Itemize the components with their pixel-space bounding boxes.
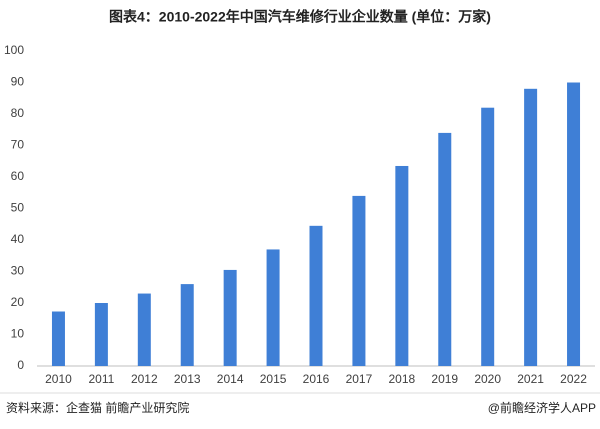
y-tick-label: 100 [4, 43, 24, 57]
bar [309, 225, 323, 366]
y-tick-label: 10 [11, 327, 25, 341]
bar [137, 293, 151, 366]
y-tick-label: 40 [11, 232, 25, 246]
bar [438, 132, 452, 366]
x-tick-label: 2012 [131, 372, 158, 386]
x-tick-label: 2018 [388, 372, 415, 386]
y-tick-label: 50 [11, 201, 25, 215]
x-tick-label: 2016 [303, 372, 330, 386]
bar [51, 311, 65, 366]
credit: @前瞻经济学人APP [488, 400, 596, 415]
bar [352, 195, 366, 366]
x-tick-label: 2014 [217, 372, 244, 386]
chart-title: 图表4：2010-2022年中国汽车维修行业企业数量 (单位：万家) [109, 9, 491, 25]
y-tick-label: 70 [11, 138, 25, 152]
x-tick-label: 2021 [517, 372, 544, 386]
bar [395, 165, 409, 366]
x-tick-label: 2020 [474, 372, 501, 386]
y-tick-label: 80 [11, 106, 25, 120]
bar [180, 284, 194, 366]
bar [94, 303, 108, 366]
y-tick-label: 0 [17, 358, 24, 372]
y-tick-label: 20 [11, 295, 25, 309]
x-tick-label: 2017 [346, 372, 373, 386]
bar [567, 82, 581, 366]
x-tick-label: 2011 [88, 372, 114, 386]
bar [223, 269, 237, 366]
x-tick-label: 2022 [560, 372, 587, 386]
y-tick-label: 30 [11, 264, 25, 278]
x-tick-label: 2010 [45, 372, 72, 386]
bar [266, 249, 280, 366]
y-tick-label: 90 [11, 75, 25, 89]
x-tick-label: 2013 [174, 372, 201, 386]
source-note: 资料来源：企查猫 前瞻产业研究院 [6, 400, 189, 415]
bar [481, 107, 495, 366]
y-tick-label: 60 [11, 169, 25, 183]
bar [524, 88, 538, 367]
x-tick-label: 2019 [431, 372, 458, 386]
x-tick-label: 2015 [260, 372, 287, 386]
